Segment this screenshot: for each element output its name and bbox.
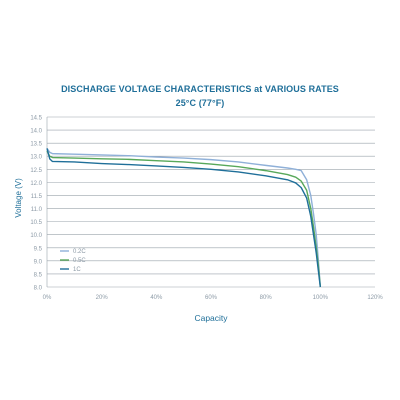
- y-tick-label: 13.5: [30, 142, 42, 148]
- grid-layer: [46, 116, 375, 288]
- y-tick-label: 14.0: [30, 129, 42, 135]
- x-tick-label: 100%: [313, 295, 329, 301]
- x-tick-label: 60%: [205, 295, 218, 301]
- chart-title: DISCHARGE VOLTAGE CHARACTERISTICS at VAR…: [61, 84, 339, 94]
- x-tick-label: 40%: [150, 295, 163, 301]
- legend-label: 1C: [73, 267, 81, 273]
- y-tick-label: 11.5: [31, 194, 43, 200]
- x-tick-label: 20%: [96, 295, 109, 301]
- y-tick-label: 12.5: [30, 168, 42, 174]
- legend-label: 0.2C: [73, 249, 86, 255]
- x-tick-label: 80%: [260, 295, 273, 301]
- y-tick-label: 10.5: [30, 220, 42, 226]
- series-line-1c: [46, 148, 322, 288]
- y-tick-label: 10.0: [30, 233, 42, 239]
- x-tick-label: 120%: [367, 295, 383, 301]
- chart-subtitle: 25°C (77°F): [175, 98, 225, 108]
- y-tick-label: 11.0: [31, 207, 43, 213]
- tick-layer: 8.0 8.5 9.0 9.5 10.0 10.5 11.0 11.5 12.0 12.5 13.0…: [30, 116, 383, 302]
- y-tick-label: 13.0: [30, 155, 42, 161]
- y-axis-label: Voltage (V): [14, 178, 23, 218]
- legend-label: 0.5C: [73, 258, 86, 264]
- y-tick-label: 14.5: [30, 116, 42, 122]
- y-tick-label: 9.0: [34, 259, 43, 265]
- y-tick-label: 12.0: [30, 181, 42, 187]
- x-tick-label: 0%: [43, 295, 52, 301]
- legend: 0.2C 0.5C 1C: [60, 249, 86, 273]
- series-layer: [46, 147, 322, 288]
- series-line-05c: [46, 150, 322, 288]
- y-tick-label: 8.0: [34, 286, 43, 292]
- y-tick-label: 9.5: [34, 246, 43, 252]
- y-tick-label: 8.5: [34, 272, 43, 278]
- x-axis-label: Capacity: [194, 313, 228, 323]
- series-line-02c: [46, 147, 322, 288]
